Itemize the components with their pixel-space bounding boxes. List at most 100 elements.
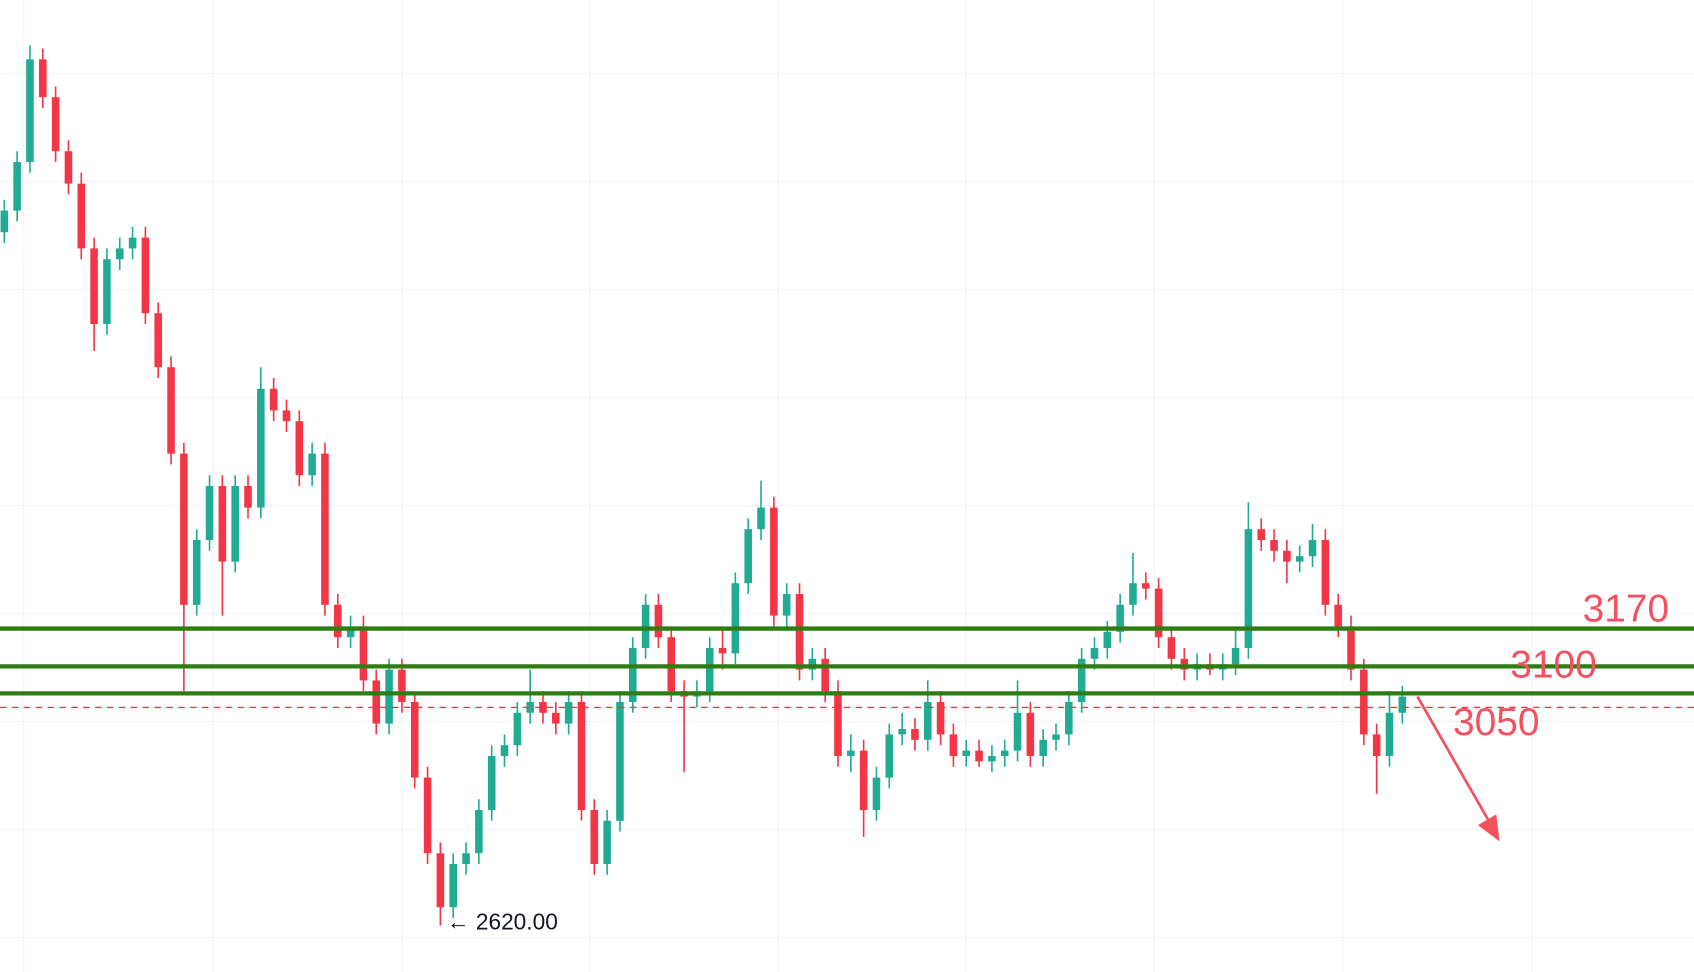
- candle-body: [1103, 631, 1112, 648]
- candle-body: [936, 702, 945, 735]
- candle-body: [1129, 583, 1137, 605]
- candle-body: [1090, 648, 1099, 659]
- candle-body: [1231, 648, 1240, 665]
- candle-body: [436, 853, 445, 908]
- candle-body: [372, 680, 381, 724]
- candle-body: [1257, 529, 1266, 540]
- candle-body: [192, 540, 201, 605]
- candle-body: [26, 59, 34, 162]
- candle-body: [1398, 696, 1407, 713]
- candle-body: [1077, 658, 1086, 702]
- level-label: 3170: [1583, 588, 1669, 631]
- candle-body: [616, 702, 624, 821]
- candle-body: [590, 810, 599, 864]
- candle-body: [500, 745, 509, 756]
- candle-body: [1065, 702, 1073, 735]
- candle-body: [988, 756, 996, 762]
- level-label: 3100: [1510, 644, 1596, 687]
- candle-body: [628, 648, 637, 702]
- candle-body: [513, 712, 522, 746]
- candle-body: [1000, 750, 1009, 756]
- candle-body: [705, 648, 714, 692]
- candle-body: [218, 486, 227, 562]
- candle-body: [1052, 734, 1060, 740]
- candle-body: [718, 648, 727, 654]
- candle-body: [1308, 540, 1317, 557]
- candle-body: [385, 669, 393, 724]
- candle-body: [1180, 658, 1189, 670]
- candle-body: [282, 410, 291, 422]
- candle-body: [795, 594, 804, 670]
- candle-body: [552, 712, 560, 724]
- candle-body: [244, 486, 252, 508]
- candle-body: [1295, 556, 1304, 562]
- candle-body: [231, 486, 239, 562]
- candle-body: [128, 237, 137, 249]
- candle-body: [898, 729, 906, 735]
- candle-body: [962, 750, 971, 756]
- candle-body: [782, 594, 791, 616]
- candle-body: [654, 604, 663, 638]
- candle-body: [1116, 604, 1124, 632]
- candle-body: [51, 97, 60, 152]
- candle-body: [1142, 583, 1150, 589]
- candle-body: [115, 248, 124, 260]
- candle-body: [103, 259, 111, 324]
- candle-body: [64, 151, 73, 184]
- candle-body: [1385, 712, 1394, 756]
- candle-body: [1026, 712, 1035, 756]
- candle-body: [744, 529, 752, 584]
- candle-body: [847, 750, 855, 756]
- candle-body: [1321, 540, 1330, 605]
- candle-body: [475, 810, 483, 854]
- candle-body: [487, 756, 496, 810]
- candle-body: [167, 367, 175, 454]
- candle-body: [346, 626, 355, 638]
- candle-body: [757, 507, 765, 530]
- candle-body: [872, 777, 881, 810]
- candle-body: [423, 777, 432, 854]
- candle-body: [1154, 588, 1163, 638]
- candle-body: [0, 210, 9, 233]
- candle-body: [141, 237, 150, 314]
- candle-body: [398, 669, 406, 702]
- candle-body: [180, 453, 188, 605]
- candle-body: [295, 421, 304, 476]
- candle-body: [821, 658, 829, 692]
- candle-body: [1013, 712, 1022, 751]
- candle-body: [462, 853, 470, 864]
- candle-body: [834, 691, 842, 756]
- low-label: ← 2620.00: [447, 908, 558, 934]
- candle-body: [577, 702, 586, 810]
- candle-body: [808, 658, 817, 670]
- candle-body: [205, 486, 214, 540]
- candles: [0, 45, 1407, 926]
- candle-body: [859, 750, 868, 810]
- candle-body: [1283, 550, 1291, 562]
- candle-body: [334, 604, 342, 638]
- candle-body: [154, 313, 163, 368]
- candle-body: [949, 734, 958, 756]
- candle-body: [1167, 637, 1176, 659]
- candle-body: [539, 702, 547, 713]
- candle-body: [359, 626, 368, 681]
- candle-body: [308, 453, 316, 476]
- level-label: 3050: [1453, 701, 1539, 744]
- candle-body: [975, 750, 983, 762]
- candle-body: [564, 702, 573, 724]
- candle-body: [1360, 669, 1368, 735]
- candle-body: [911, 729, 919, 740]
- candle-body: [321, 453, 329, 605]
- candle-body: [603, 820, 611, 864]
- candle-body: [731, 583, 740, 654]
- candle-body: [923, 702, 932, 740]
- candle-body: [410, 702, 419, 778]
- candle-body: [1347, 626, 1355, 670]
- forecast-arrow: [1416, 695, 1490, 822]
- candle-body: [39, 59, 47, 98]
- candle-body: [1334, 604, 1342, 627]
- candle-body: [885, 734, 894, 778]
- arrow-head: [1477, 814, 1500, 842]
